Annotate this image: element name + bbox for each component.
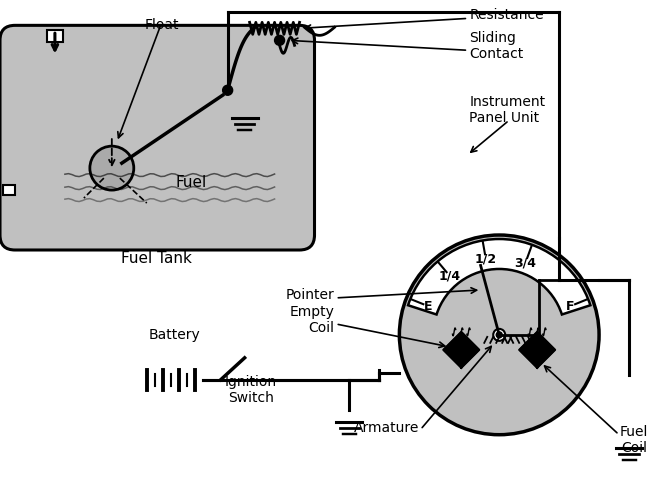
- Text: Battery: Battery: [149, 328, 201, 342]
- Text: E: E: [424, 300, 432, 312]
- Text: 1/4: 1/4: [439, 269, 461, 282]
- Text: Empty
Coil: Empty Coil: [290, 305, 335, 335]
- Text: Pointer: Pointer: [286, 288, 335, 302]
- Bar: [3, 185, 15, 195]
- Circle shape: [90, 146, 134, 190]
- Text: Fuel: Fuel: [176, 175, 207, 189]
- Circle shape: [223, 85, 233, 95]
- Circle shape: [496, 332, 502, 338]
- Text: Fuel Tank: Fuel Tank: [122, 251, 192, 266]
- Polygon shape: [519, 332, 555, 368]
- Text: Instrument
Panel Unit: Instrument Panel Unit: [469, 95, 545, 125]
- Text: Armature: Armature: [354, 421, 419, 434]
- Text: Float: Float: [144, 18, 179, 32]
- Text: F: F: [566, 300, 575, 312]
- Polygon shape: [443, 332, 479, 368]
- Circle shape: [493, 329, 505, 341]
- Text: 3/4: 3/4: [515, 256, 536, 269]
- Circle shape: [274, 35, 285, 45]
- Text: Sliding
Contact: Sliding Contact: [469, 31, 523, 62]
- Bar: [47, 30, 63, 42]
- Text: Fuel
Coil: Fuel Coil: [620, 425, 648, 455]
- FancyBboxPatch shape: [0, 25, 315, 250]
- Text: 1/2: 1/2: [474, 252, 497, 266]
- Wedge shape: [408, 239, 590, 314]
- Circle shape: [399, 235, 599, 434]
- Text: Ignition
Switch: Ignition Switch: [224, 374, 277, 405]
- Text: Resistance: Resistance: [469, 8, 544, 22]
